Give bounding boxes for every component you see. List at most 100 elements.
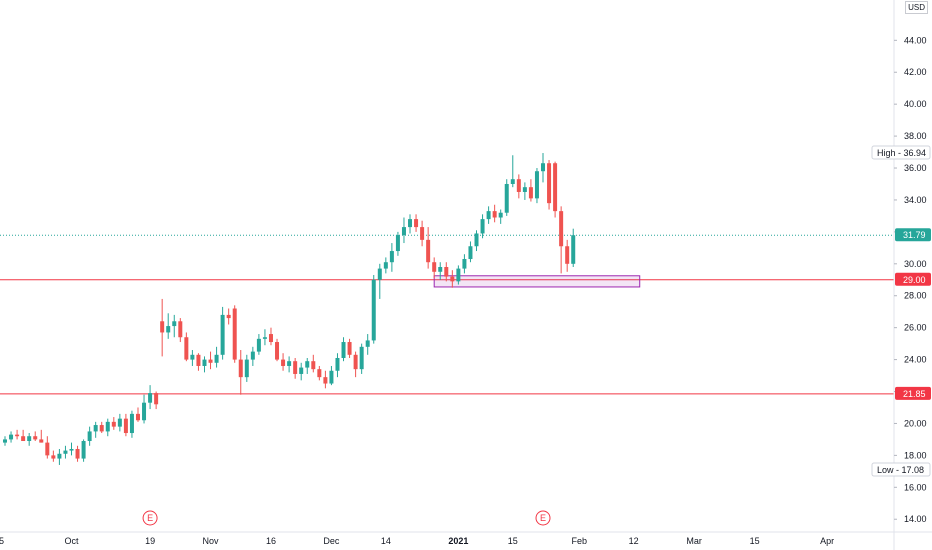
candle-body <box>408 219 413 228</box>
x-tick-label: 2021 <box>448 536 468 546</box>
y-tick-label: 28.00 <box>904 291 927 301</box>
candle-body <box>148 393 153 403</box>
candle-body <box>27 436 32 442</box>
x-tick-label: 15 <box>750 536 760 546</box>
candle-body <box>190 354 195 360</box>
y-tick-label: 38.00 <box>904 131 927 141</box>
candle-body <box>105 421 110 432</box>
candle-body <box>256 338 261 352</box>
candle-body <box>371 279 376 341</box>
candle-body <box>154 393 159 405</box>
candle-body <box>329 370 334 384</box>
y-tick-label: 16.00 <box>904 482 927 492</box>
level-price-label: 21.85 <box>903 389 926 399</box>
candle-body <box>359 346 364 370</box>
candle-body <box>528 187 533 199</box>
y-tick-label: 36.00 <box>904 163 927 173</box>
candle-body <box>365 340 370 347</box>
candle-body <box>220 314 225 355</box>
candle-body <box>571 235 576 264</box>
candle-body <box>347 342 352 355</box>
candle-body <box>504 183 509 213</box>
candle-body <box>486 211 491 220</box>
y-tick-label: 40.00 <box>904 99 927 109</box>
y-tick-label: 42.00 <box>904 67 927 77</box>
x-tick-label: 15 <box>0 536 4 546</box>
y-tick-label: 20.00 <box>904 418 927 428</box>
candle-body <box>492 211 497 218</box>
candle-body <box>93 425 98 432</box>
candle-body <box>426 239 431 263</box>
candle-body <box>432 262 437 272</box>
candle-body <box>57 453 62 459</box>
level-price-tag <box>895 272 931 286</box>
candle-body <box>553 163 558 212</box>
candle-body <box>208 359 213 363</box>
high-price-tag <box>871 145 931 160</box>
candle-body <box>341 342 346 358</box>
candle-body <box>287 361 292 366</box>
candle-body <box>262 337 267 339</box>
candle-body <box>383 262 388 269</box>
x-tick-label: Nov <box>203 536 220 546</box>
candle-body <box>87 431 92 442</box>
y-tick-label: 34.00 <box>904 195 927 205</box>
candle-body <box>214 354 219 363</box>
candle-body <box>142 402 147 421</box>
earnings-marker <box>535 510 551 526</box>
candle-body <box>395 235 400 252</box>
high-price-label: High - 36.94 <box>877 148 926 158</box>
candle-body <box>534 171 539 199</box>
candle-body <box>389 251 394 263</box>
candle-body <box>69 448 74 451</box>
candle-body <box>15 434 20 437</box>
x-tick-label: Dec <box>323 536 340 546</box>
candle-body <box>450 276 455 282</box>
time-axis: 15 Oct 19 Nov 16 Dec 14 2021 15 Feb 12 Mar 15 Apr <box>0 531 932 546</box>
y-tick-label: 30.00 <box>904 259 927 269</box>
candle-body <box>117 418 122 427</box>
candles <box>3 153 576 465</box>
y-tick-label: 18.00 <box>904 450 927 460</box>
support-zone <box>433 275 641 288</box>
candle-body <box>275 342 280 360</box>
candle-body <box>45 442 50 456</box>
candle-body <box>456 268 461 282</box>
candle-body <box>81 441 86 459</box>
candle-body <box>498 212 503 218</box>
x-tick-label: Feb <box>572 536 588 546</box>
x-tick-label: Apr <box>820 536 834 546</box>
x-tick-label: 16 <box>266 536 276 546</box>
x-tick-label: Oct <box>64 536 79 546</box>
level-price-label: 29.00 <box>903 275 926 285</box>
candle-body <box>172 321 177 327</box>
earnings-marker-label: E <box>147 513 153 523</box>
candle-body <box>75 448 80 459</box>
candle-body <box>178 321 183 338</box>
candle-body <box>565 246 570 264</box>
candle-body <box>184 337 189 360</box>
candle-body <box>232 308 237 360</box>
candle-body <box>516 179 521 192</box>
candle-body <box>317 369 322 378</box>
y-tick-label: 26.00 <box>904 323 927 333</box>
earnings-marker-label: E <box>540 513 546 523</box>
candle-body <box>123 418 128 434</box>
candle-body <box>547 163 552 204</box>
price-axis: 14.0016.0018.0020.0022.0024.0026.0028.00… <box>871 0 931 550</box>
level-price-tag <box>895 386 931 400</box>
candle-body <box>438 267 443 272</box>
candle-body <box>21 436 26 442</box>
candle-body <box>420 227 425 240</box>
candle-body <box>51 455 56 459</box>
last-price-tag <box>895 228 931 242</box>
candle-body <box>250 351 255 360</box>
candle-body <box>559 211 564 247</box>
x-tick-label: Mar <box>686 536 702 546</box>
candle-body <box>135 413 140 421</box>
x-tick-label: 14 <box>381 536 391 546</box>
currency-label: USD <box>905 1 928 14</box>
candle-body <box>522 187 527 192</box>
